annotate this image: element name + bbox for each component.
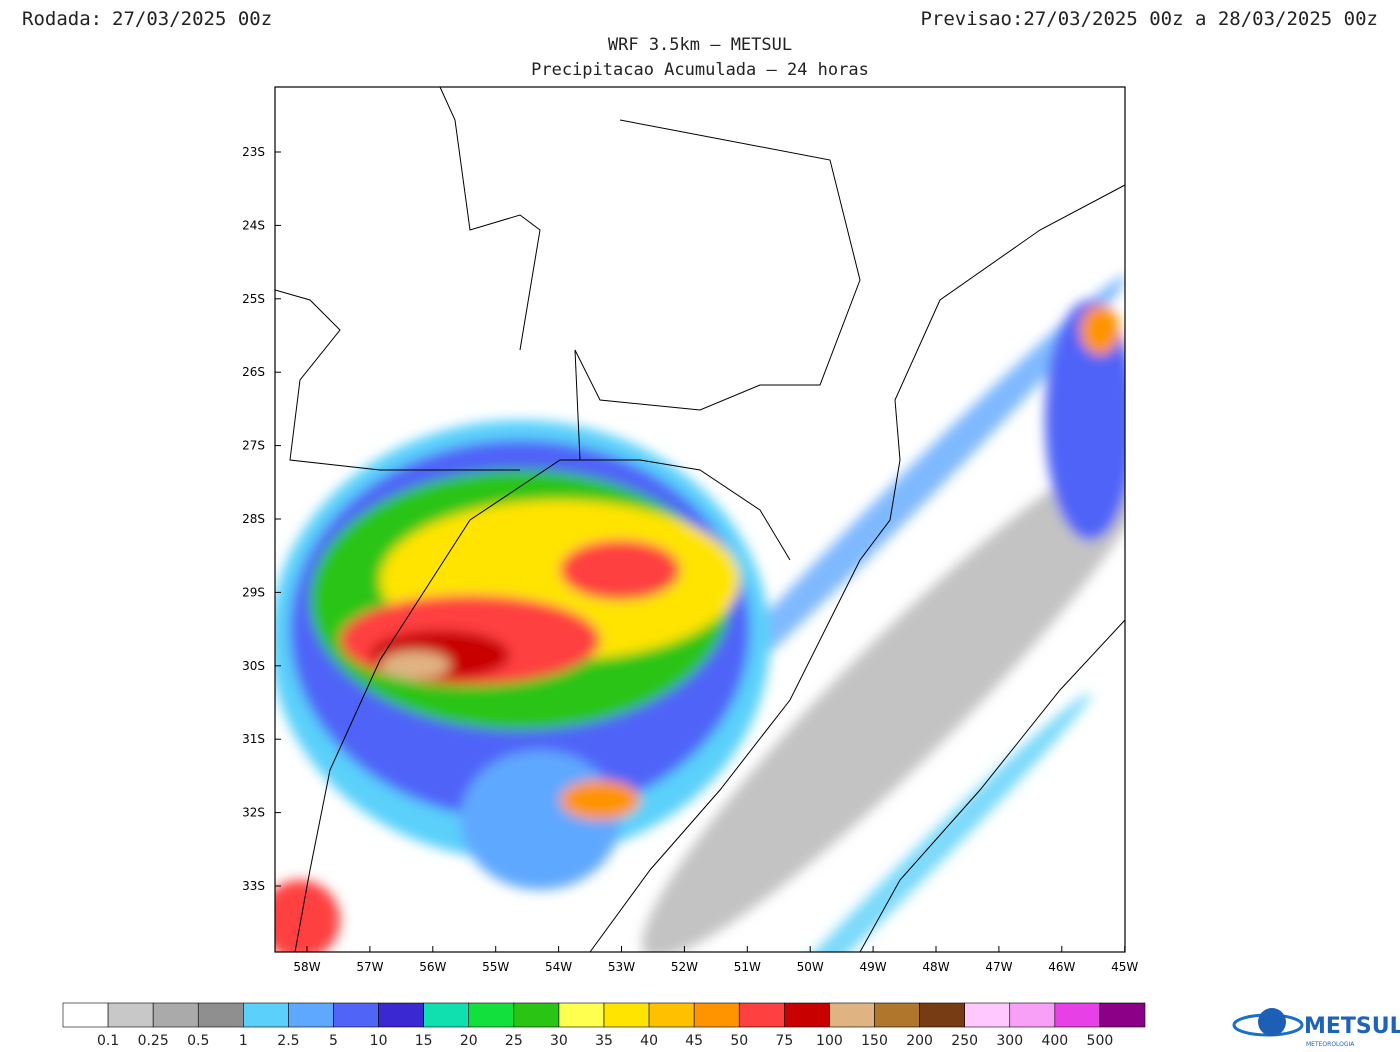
forecast-text: Previsao:27/03/2025 00z a 28/03/2025 00z	[920, 8, 1378, 30]
colorbar-label: 200	[906, 1033, 933, 1049]
colorbar-label: 150	[861, 1033, 888, 1049]
colorbar-box	[107, 1002, 154, 1028]
lon-label: 55W	[482, 960, 509, 974]
colorbar-box	[558, 1002, 605, 1028]
lon-label: 54W	[545, 960, 572, 974]
lon-label: 47W	[985, 960, 1012, 974]
lon-label: 50W	[797, 960, 824, 974]
lon-label: 48W	[922, 960, 949, 974]
colorbar-label: 1	[239, 1033, 248, 1049]
logo-tagline: METEOROLOGIA	[1306, 1041, 1355, 1048]
logo-name: METSUL	[1304, 1014, 1400, 1039]
colorbar-label: 50	[730, 1033, 748, 1049]
colorbar-label: 250	[951, 1033, 978, 1049]
colorbar-label: 35	[595, 1033, 613, 1049]
lat-label: 26S	[242, 365, 265, 379]
lat-label: 24S	[242, 218, 265, 232]
lat-label: 27S	[242, 439, 265, 453]
colorbar-box	[1009, 1002, 1056, 1028]
colorbar-box	[243, 1002, 289, 1028]
colorbar-box	[603, 1002, 650, 1028]
lat-label: 25S	[242, 292, 265, 306]
logo: METSUL METEOROLOGIA	[1232, 1008, 1400, 1048]
colorbar-label: 0.1	[97, 1033, 119, 1049]
title: WRF 3.5km – METSUL	[608, 35, 792, 55]
colorbar-box	[333, 1002, 379, 1028]
run-label: Rodada:	[22, 8, 102, 30]
logo-globe	[1258, 1008, 1286, 1036]
colorbar-box	[648, 1002, 695, 1028]
colorbar-label: 300	[996, 1033, 1023, 1049]
colorbar-box	[423, 1002, 470, 1028]
colorbar-box	[964, 1002, 1011, 1028]
colorbar-box	[784, 1002, 830, 1028]
colorbar-label: 45	[685, 1033, 703, 1049]
colorbar-label: 5	[329, 1033, 338, 1049]
colorbar-label: 40	[640, 1033, 658, 1049]
colorbar-box	[152, 1002, 199, 1028]
lon-label: 45W	[1111, 960, 1138, 974]
run-value: 27/03/2025 00z	[112, 8, 272, 30]
lon-label: 52W	[671, 960, 698, 974]
lat-label: 32S	[242, 806, 265, 820]
colorbar-label: 20	[460, 1033, 478, 1049]
subtitle: Precipitacao Acumulada – 24 horas	[531, 60, 869, 80]
colorbar-box	[1054, 1002, 1101, 1028]
colorbar-label: 100	[816, 1033, 843, 1049]
boundaries	[275, 87, 1125, 952]
colorbar-label: 10	[370, 1033, 388, 1049]
colorbar-box	[513, 1002, 560, 1028]
colorbar-box	[288, 1002, 334, 1028]
lon-label: 56W	[419, 960, 446, 974]
lon-axis: 58W 57W 56W 55W 54W 53W 52W 51W 50W 49W 48W 47W 46W 4…	[293, 946, 1138, 974]
colorbar-label: 2.5	[277, 1033, 299, 1049]
lat-label: 30S	[242, 659, 265, 673]
colorbar-box	[1099, 1002, 1146, 1028]
lat-label: 31S	[242, 732, 265, 746]
lon-label: 46W	[1048, 960, 1075, 974]
lat-label: 29S	[242, 585, 265, 599]
lat-label: 33S	[242, 879, 265, 893]
colorbar-box	[829, 1002, 875, 1028]
colorbar-box	[62, 1002, 109, 1028]
colorbar: 0.1 0.25 0.5 1 2.5 5 10 15 20 25 30 35 40 45 50 75 100 15…	[62, 1002, 1146, 1049]
colorbar-box	[693, 1002, 740, 1028]
colorbar-label: 0.5	[187, 1033, 209, 1049]
precip-field	[275, 275, 1125, 952]
colorbar-label: 400	[1041, 1033, 1068, 1049]
colorbar-label: 30	[550, 1033, 568, 1049]
colorbar-label: 15	[415, 1033, 433, 1049]
colorbar-box	[919, 1002, 965, 1028]
lon-label: 51W	[734, 960, 761, 974]
lon-label: 53W	[608, 960, 635, 974]
colorbar-box	[378, 1002, 424, 1028]
colorbar-box	[738, 1002, 785, 1028]
colorbar-box	[468, 1002, 515, 1028]
colorbar-label: 0.25	[138, 1033, 169, 1049]
colorbar-box	[197, 1002, 244, 1028]
colorbar-label: 500	[1087, 1033, 1114, 1049]
lon-label: 58W	[293, 960, 320, 974]
colorbar-box	[874, 1002, 920, 1028]
lat-axis: 23S 24S 25S 26S 27S 28S 29S 30S 31S 32S 33S	[242, 145, 281, 893]
lon-label: 57W	[356, 960, 383, 974]
colorbar-label: 25	[505, 1033, 523, 1049]
lon-label: 49W	[860, 960, 887, 974]
lat-label: 23S	[242, 145, 265, 159]
lat-label: 28S	[242, 512, 265, 526]
colorbar-label: 75	[775, 1033, 793, 1049]
